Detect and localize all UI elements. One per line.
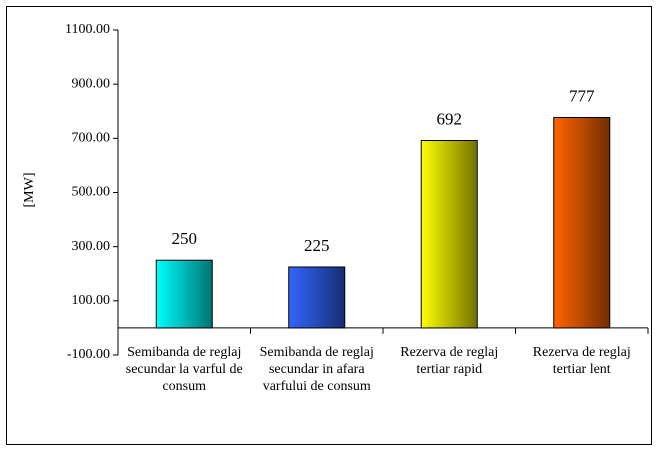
data-label: 777 [569,86,595,105]
y-tick-label: 100.00 [72,293,111,308]
bar [553,116,611,329]
x-tick-label: Semibanda de reglaj secundar in afara va… [259,344,374,394]
bar [288,266,346,329]
y-tick-label: 500.00 [72,185,111,200]
bar [420,140,478,329]
y-tick-label: 1100.00 [65,22,110,37]
x-tick-label: Semibanda de reglaj secundar la varful d… [125,344,243,394]
chart-border [6,6,652,445]
y-tick-label: 900.00 [72,76,111,91]
x-tick-label: Rezerva de reglaj tertiar rapid [400,344,499,377]
y-tick-label: 300.00 [72,239,111,254]
bar [155,259,213,329]
y-tick-label: 700.00 [72,131,111,146]
data-label: 692 [437,109,463,128]
y-axis-title: [MW] [22,173,37,208]
y-tick-label: -100.00 [67,347,110,362]
data-label: 225 [304,236,330,255]
data-label: 250 [172,229,198,248]
x-tick-label: Rezerva de reglaj tertiar lent [532,344,631,377]
